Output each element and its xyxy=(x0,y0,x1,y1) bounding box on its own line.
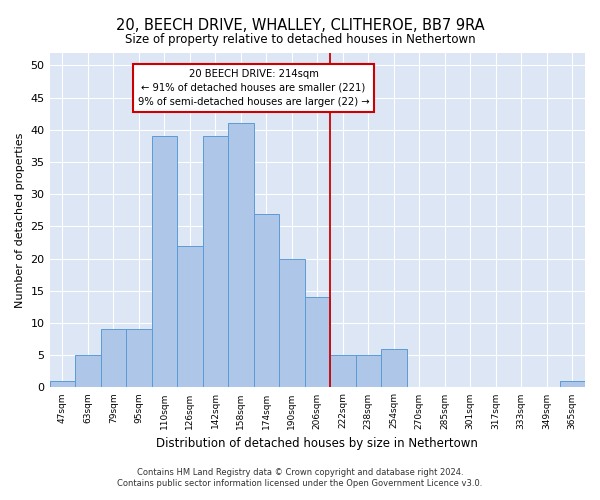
Bar xyxy=(330,355,356,388)
Bar xyxy=(356,355,381,388)
Bar xyxy=(228,124,254,388)
X-axis label: Distribution of detached houses by size in Nethertown: Distribution of detached houses by size … xyxy=(157,437,478,450)
Bar xyxy=(381,349,407,388)
Text: Contains HM Land Registry data © Crown copyright and database right 2024.
Contai: Contains HM Land Registry data © Crown c… xyxy=(118,468,482,487)
Bar xyxy=(101,330,126,388)
Bar xyxy=(305,298,330,388)
Bar xyxy=(560,381,585,388)
Text: 20, BEECH DRIVE, WHALLEY, CLITHEROE, BB7 9RA: 20, BEECH DRIVE, WHALLEY, CLITHEROE, BB7… xyxy=(116,18,484,32)
Bar xyxy=(126,330,152,388)
Y-axis label: Number of detached properties: Number of detached properties xyxy=(15,132,25,308)
Text: Size of property relative to detached houses in Nethertown: Size of property relative to detached ho… xyxy=(125,32,475,46)
Bar xyxy=(75,355,101,388)
Bar xyxy=(279,258,305,388)
Bar xyxy=(50,381,75,388)
Bar xyxy=(254,214,279,388)
Text: 20 BEECH DRIVE: 214sqm
← 91% of detached houses are smaller (221)
9% of semi-det: 20 BEECH DRIVE: 214sqm ← 91% of detached… xyxy=(138,68,370,106)
Bar xyxy=(152,136,177,388)
Bar xyxy=(177,246,203,388)
Bar xyxy=(203,136,228,388)
